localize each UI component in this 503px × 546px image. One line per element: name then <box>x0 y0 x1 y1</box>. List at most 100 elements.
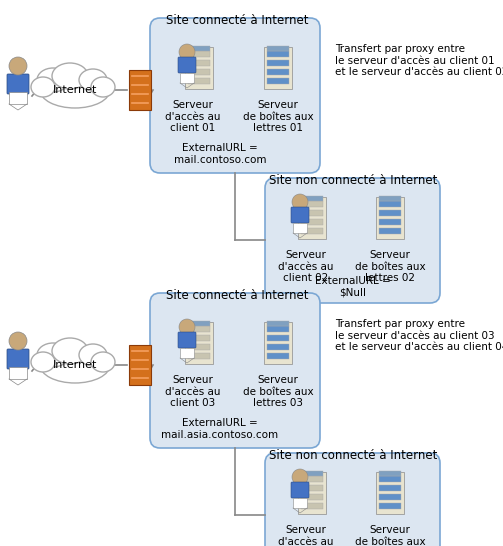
Bar <box>188 326 210 332</box>
Bar <box>379 476 401 482</box>
Text: Site non connecté à Internet: Site non connecté à Internet <box>269 449 437 462</box>
Text: Serveur
de boîtes aux
lettres 03: Serveur de boîtes aux lettres 03 <box>242 375 313 408</box>
Bar <box>376 197 404 239</box>
Text: Site non connecté à Internet: Site non connecté à Internet <box>269 174 437 187</box>
Text: Internet: Internet <box>53 85 97 95</box>
Bar <box>267 69 289 75</box>
Text: Serveur
de boîtes aux
lettres 02: Serveur de boîtes aux lettres 02 <box>355 250 426 283</box>
Bar <box>267 46 289 51</box>
Text: ExternalURL =
$Null: ExternalURL = $Null <box>315 276 391 298</box>
Text: Site connecté à Internet: Site connecté à Internet <box>166 289 308 302</box>
Bar <box>379 494 401 500</box>
Bar <box>267 321 289 326</box>
Bar <box>376 472 404 514</box>
Bar <box>293 223 307 233</box>
Bar <box>180 73 194 83</box>
FancyBboxPatch shape <box>150 18 320 173</box>
Ellipse shape <box>52 338 88 364</box>
FancyBboxPatch shape <box>265 178 440 303</box>
Text: Serveur
d'accès au
client 04: Serveur d'accès au client 04 <box>278 525 334 546</box>
Ellipse shape <box>31 352 55 372</box>
Bar <box>298 197 326 239</box>
Bar <box>129 345 151 385</box>
Bar <box>188 344 210 350</box>
Ellipse shape <box>52 63 88 89</box>
Bar <box>188 51 210 57</box>
Text: Transfert par proxy entre
le serveur d'accès au client 03
et le serveur d'accès : Transfert par proxy entre le serveur d'a… <box>335 319 503 352</box>
Bar <box>185 47 213 89</box>
Bar <box>379 196 401 201</box>
Bar <box>188 321 210 326</box>
Bar <box>301 210 323 216</box>
Bar <box>379 201 401 207</box>
Bar <box>293 498 307 508</box>
FancyBboxPatch shape <box>150 293 320 448</box>
Bar <box>301 471 323 476</box>
Bar <box>188 69 210 75</box>
Bar <box>264 322 292 364</box>
Ellipse shape <box>79 69 107 91</box>
Bar <box>180 348 194 358</box>
Ellipse shape <box>31 77 55 97</box>
Text: Serveur
de boîtes aux
lettres 01: Serveur de boîtes aux lettres 01 <box>242 100 313 133</box>
Circle shape <box>292 469 308 485</box>
Text: Transfert par proxy entre
le serveur d'accès au client 01
et le serveur d'accès : Transfert par proxy entre le serveur d'a… <box>335 44 503 77</box>
Ellipse shape <box>91 352 115 372</box>
Text: ExternalURL =
mail.asia.contoso.com: ExternalURL = mail.asia.contoso.com <box>161 418 279 440</box>
Bar <box>379 210 401 216</box>
Bar <box>188 60 210 66</box>
FancyBboxPatch shape <box>7 349 29 369</box>
Text: Serveur
d'accès au
client 01: Serveur d'accès au client 01 <box>165 100 221 133</box>
Text: Serveur
d'accès au
client 02: Serveur d'accès au client 02 <box>278 250 334 283</box>
FancyBboxPatch shape <box>265 453 440 546</box>
FancyBboxPatch shape <box>291 482 309 498</box>
Circle shape <box>179 44 195 60</box>
Bar <box>188 335 210 341</box>
Circle shape <box>292 194 308 210</box>
Circle shape <box>179 319 195 335</box>
Bar <box>301 196 323 201</box>
Bar <box>267 60 289 66</box>
Bar <box>301 503 323 509</box>
Text: Serveur
de boîtes aux
lettres 04: Serveur de boîtes aux lettres 04 <box>355 525 426 546</box>
Bar <box>267 335 289 341</box>
Bar <box>9 92 27 104</box>
Bar <box>301 476 323 482</box>
Text: Internet: Internet <box>53 360 97 370</box>
Ellipse shape <box>37 68 69 92</box>
Ellipse shape <box>79 344 107 366</box>
Bar <box>301 228 323 234</box>
Bar <box>379 228 401 234</box>
FancyBboxPatch shape <box>7 74 29 94</box>
Bar <box>379 471 401 476</box>
Bar <box>267 353 289 359</box>
Bar <box>267 326 289 332</box>
Bar <box>298 472 326 514</box>
Bar <box>185 322 213 364</box>
Text: Site connecté à Internet: Site connecté à Internet <box>166 14 308 27</box>
Bar <box>188 46 210 51</box>
Bar <box>301 485 323 491</box>
Circle shape <box>9 57 27 75</box>
FancyBboxPatch shape <box>291 207 309 223</box>
Bar <box>9 367 27 379</box>
Bar <box>301 201 323 207</box>
Ellipse shape <box>40 72 110 108</box>
FancyBboxPatch shape <box>178 332 196 348</box>
Bar <box>379 485 401 491</box>
Ellipse shape <box>37 343 69 367</box>
Bar <box>301 219 323 225</box>
FancyBboxPatch shape <box>178 57 196 73</box>
Ellipse shape <box>40 347 110 383</box>
Text: ExternalURL =
mail.contoso.com: ExternalURL = mail.contoso.com <box>174 143 266 164</box>
Bar <box>301 494 323 500</box>
Bar <box>267 344 289 350</box>
Bar <box>129 70 151 110</box>
Bar <box>379 219 401 225</box>
Text: Serveur
d'accès au
client 03: Serveur d'accès au client 03 <box>165 375 221 408</box>
Bar <box>264 47 292 89</box>
Ellipse shape <box>91 77 115 97</box>
Bar <box>188 353 210 359</box>
Bar <box>267 78 289 84</box>
Bar <box>267 51 289 57</box>
